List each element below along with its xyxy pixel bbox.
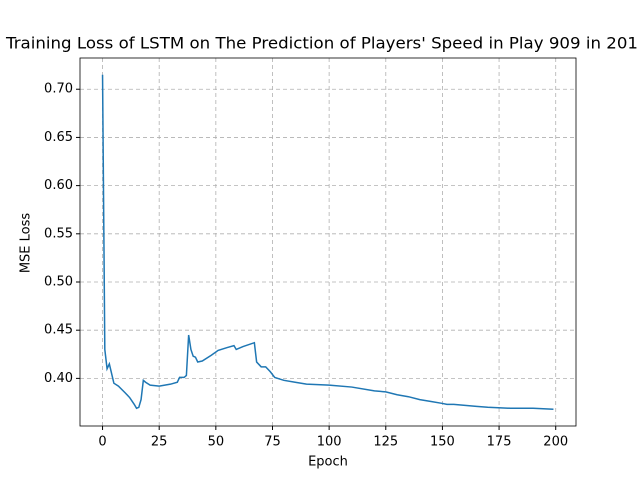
- y-tick-label: 0.50: [44, 275, 73, 290]
- x-tick-label: 200: [543, 435, 568, 450]
- x-tick-label: 0: [98, 435, 106, 450]
- y-tick-label: 0.45: [44, 323, 73, 338]
- y-tick-label: 0.40: [44, 371, 73, 386]
- plot-frame: [79, 57, 577, 427]
- y-axis-label: MSE Loss: [19, 213, 34, 274]
- y-tick-label: 0.70: [44, 82, 73, 97]
- loss-line: [101, 74, 554, 410]
- x-tick-label: 125: [373, 435, 398, 450]
- x-tick-label: 100: [317, 435, 342, 450]
- x-axis-label: Epoch: [308, 455, 348, 470]
- y-tick-label: 0.55: [44, 226, 73, 241]
- x-tick-label: 25: [151, 435, 168, 450]
- x-tick-label: 50: [208, 435, 225, 450]
- y-tick-label: 0.65: [44, 130, 73, 145]
- x-tick-label: 150: [430, 435, 455, 450]
- x-tick-label: 75: [264, 435, 281, 450]
- y-tick-label: 0.60: [44, 178, 73, 193]
- x-tick-label: 175: [487, 435, 512, 450]
- chart-title: Training Loss of LSTM on The Prediction …: [5, 34, 638, 53]
